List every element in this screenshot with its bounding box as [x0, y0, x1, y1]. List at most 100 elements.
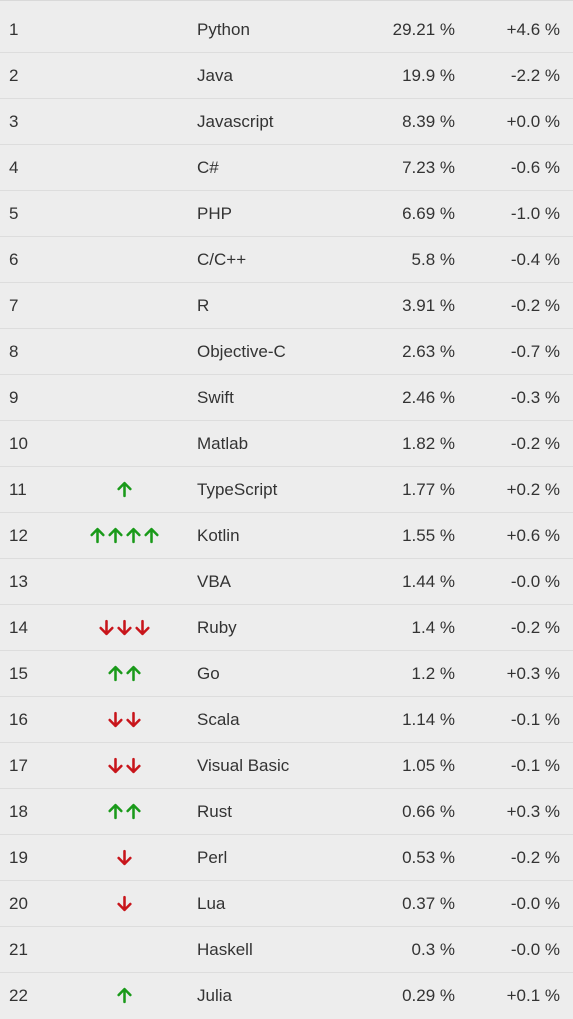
language-cell: Matlab [197, 434, 249, 453]
language-cell: Javascript [197, 112, 274, 131]
change-cell: -0.7 % [510, 342, 560, 361]
rank-cell: 6 [9, 250, 19, 269]
change-cell: +0.1 % [506, 986, 560, 1005]
language-cell: Kotlin [197, 526, 240, 545]
trend-cell [85, 605, 163, 650]
share-cell: 0.29 % [402, 986, 455, 1005]
share-cell: 1.55 % [402, 526, 455, 545]
language-cell: Objective-C [197, 342, 286, 361]
table-row: 1 Python 29.21 % +4.6 % [0, 7, 573, 53]
trend-cell [85, 237, 163, 282]
change-cell: -0.4 % [510, 250, 560, 269]
table-row: 9 Swift 2.46 % -0.3 % [0, 375, 573, 421]
table-row: 8 Objective-C 2.63 % -0.7 % [0, 329, 573, 375]
trend-cell [85, 467, 163, 512]
share-cell: 0.66 % [402, 802, 455, 821]
rank-cell: 21 [9, 940, 28, 959]
arrow-up-icon [125, 665, 141, 682]
arrow-down-icon [125, 711, 141, 728]
trend-cell [85, 99, 163, 144]
arrow-up-icon [143, 527, 159, 544]
arrow-down-icon [116, 895, 132, 912]
table-row: 20 Lua 0.37 % -0.0 % [0, 881, 573, 927]
language-cell: C# [197, 158, 219, 177]
share-cell: 0.53 % [402, 848, 455, 867]
trend-cell [85, 697, 163, 742]
table-row: 17 Visual Basic 1.05 % -0.1 % [0, 743, 573, 789]
arrow-up-icon [125, 527, 141, 544]
trend-cell [85, 881, 163, 926]
language-cell: Rust [197, 802, 232, 821]
change-cell: -0.6 % [510, 158, 560, 177]
change-cell: +4.6 % [506, 20, 560, 39]
share-cell: 29.21 % [392, 20, 455, 39]
trend-cell [85, 835, 163, 880]
rank-cell: 18 [9, 802, 28, 821]
trend-cell [85, 191, 163, 236]
trend-cell [85, 743, 163, 788]
rank-cell: 7 [9, 296, 19, 315]
trend-cell [85, 421, 163, 466]
rank-cell: 22 [9, 986, 28, 1005]
arrow-down-icon [134, 619, 150, 636]
language-cell: Julia [197, 986, 232, 1005]
arrow-up-icon [116, 987, 132, 1004]
rank-cell: 1 [9, 20, 19, 39]
share-cell: 3.91 % [402, 296, 455, 315]
language-cell: Visual Basic [197, 756, 290, 775]
change-cell: -0.1 % [510, 756, 560, 775]
share-cell: 5.8 % [411, 250, 455, 269]
trend-cell [85, 651, 163, 696]
arrow-down-icon [116, 619, 132, 636]
arrow-up-icon [107, 803, 123, 820]
change-cell: -0.0 % [510, 572, 560, 591]
table-row: 15 Go 1.2 % +0.3 % [0, 651, 573, 697]
share-cell: 1.82 % [402, 434, 455, 453]
share-cell: 1.77 % [402, 480, 455, 499]
arrow-up-icon [125, 803, 141, 820]
language-cell: TypeScript [197, 480, 278, 499]
change-cell: +0.2 % [506, 480, 560, 499]
table-row: 21 Haskell 0.3 % -0.0 % [0, 927, 573, 973]
change-cell: -2.2 % [510, 66, 560, 85]
rank-cell: 15 [9, 664, 28, 683]
share-cell: 1.14 % [402, 710, 455, 729]
rank-cell: 3 [9, 112, 19, 131]
rank-cell: 4 [9, 158, 19, 177]
rank-cell: 12 [9, 526, 28, 545]
trend-cell [85, 789, 163, 834]
share-cell: 2.46 % [402, 388, 455, 407]
share-cell: 8.39 % [402, 112, 455, 131]
rank-cell: 9 [9, 388, 19, 407]
share-cell: 0.37 % [402, 894, 455, 913]
table-row: 7 R 3.91 % -0.2 % [0, 283, 573, 329]
change-cell: -0.0 % [510, 940, 560, 959]
table-row: 10 Matlab 1.82 % -0.2 % [0, 421, 573, 467]
rank-cell: 13 [9, 572, 28, 591]
trend-cell [85, 7, 163, 52]
share-cell: 1.05 % [402, 756, 455, 775]
trend-cell [85, 53, 163, 98]
language-cell: Go [197, 664, 220, 683]
change-cell: -0.1 % [510, 710, 560, 729]
share-cell: 7.23 % [402, 158, 455, 177]
language-cell: Scala [197, 710, 240, 729]
rank-cell: 19 [9, 848, 28, 867]
rank-cell: 8 [9, 342, 19, 361]
rank-cell: 2 [9, 66, 19, 85]
table-row: 12 Kotlin 1.55 % +0.6 % [0, 513, 573, 559]
change-cell: +0.6 % [506, 526, 560, 545]
share-cell: 19.9 % [402, 66, 455, 85]
change-cell: -0.2 % [510, 618, 560, 637]
rank-cell: 14 [9, 618, 28, 637]
table-row: 3 Javascript 8.39 % +0.0 % [0, 99, 573, 145]
language-cell: Swift [197, 388, 234, 407]
language-cell: Java [197, 66, 233, 85]
arrow-up-icon [116, 481, 132, 498]
change-cell: -0.3 % [510, 388, 560, 407]
change-cell: +0.3 % [506, 664, 560, 683]
language-cell: R [197, 296, 210, 315]
share-cell: 1.44 % [402, 572, 455, 591]
table-row: 4 C# 7.23 % -0.6 % [0, 145, 573, 191]
table-row: 11 TypeScript 1.77 % +0.2 % [0, 467, 573, 513]
